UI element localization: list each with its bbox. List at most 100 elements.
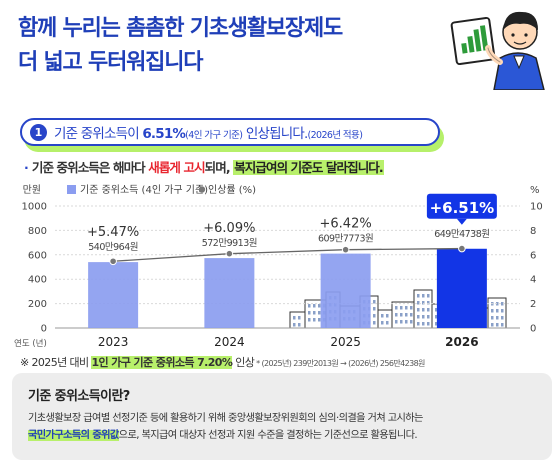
bar-2025 (320, 253, 371, 328)
building-window (381, 314, 384, 318)
building-window (313, 311, 316, 315)
bar-2026 (436, 248, 487, 328)
building-window (405, 306, 408, 310)
building-window (496, 309, 499, 313)
x-tick-label: 2023 (98, 335, 129, 349)
rate-line-path (113, 247, 462, 262)
x-tick-label: 2026 (445, 335, 478, 349)
single-household-note: ※ 2025년 대비 1인 가구 기준 중위소득 7.20% 인상 * (202… (20, 356, 425, 369)
building-window (417, 294, 420, 298)
building-window (501, 316, 504, 320)
building-window (427, 322, 430, 326)
building-window (318, 311, 321, 315)
y-right-tick-label: 8 (530, 226, 536, 237)
item-number-badge: 1 (30, 123, 47, 141)
rate-label-pointer (456, 218, 467, 225)
y-right-tick-label: 10 (530, 202, 543, 213)
legend-label-rate: 인상률 (%) (208, 184, 256, 196)
building-window (496, 323, 499, 327)
building-window (417, 315, 420, 319)
presenter-illustration (450, 11, 545, 90)
x-tick-label: 2024 (214, 335, 245, 349)
y-left-tick-label: 600 (28, 250, 47, 261)
building-window (373, 307, 376, 311)
building-window (373, 300, 376, 304)
building-window (298, 316, 301, 320)
rate-label: +6.51% (430, 199, 495, 217)
building-window (427, 301, 430, 305)
x-tick-label: 2025 (330, 335, 361, 349)
building-window (501, 309, 504, 313)
building-window (410, 306, 413, 310)
building-window (491, 309, 494, 313)
x-axis-unit: 연도 (년) (14, 338, 47, 349)
y-left-tick-label: 200 (28, 299, 47, 310)
y-left-tick-label: 1000 (22, 202, 47, 213)
headline-pill: 1 기준 중위소득이 6.51%(4인 가구 기준) 인상됩니다.(2026년 … (20, 118, 440, 146)
building-window (427, 315, 430, 319)
rate-label: +5.47% (87, 225, 139, 240)
building-window (308, 304, 311, 308)
definition-text: 기초생활보장 급여별 선정기준 등에 활용하기 위해 중앙생활보장위원회의 심의… (28, 413, 423, 441)
building-window (386, 314, 389, 318)
rate-label: +6.42% (320, 217, 372, 232)
rate-label: +6.09% (203, 221, 255, 236)
chart-axes: 0 200 400 600 800 1000 0 2 4 6 8 10 만원 % 기준 중위소득 (4인 가… (14, 183, 543, 349)
legend-label-income: 기준 중위소득 (4인 가구 기준) (80, 183, 208, 196)
building-window (435, 315, 438, 319)
y-left-tick-label: 400 (28, 275, 47, 286)
building-window (400, 320, 403, 324)
y-left-tick-label: 800 (28, 226, 47, 237)
building-window (496, 302, 499, 306)
y-right-tick-label: 4 (530, 275, 536, 286)
chart-bars (88, 248, 487, 328)
building-window (427, 294, 430, 298)
value-label: 609만7773원 (318, 234, 373, 245)
building-window (318, 304, 321, 308)
rate-point-2024 (225, 249, 234, 258)
building-window (422, 294, 425, 298)
legend-swatch-income (67, 185, 76, 194)
building-window (293, 323, 296, 327)
building-window (422, 301, 425, 305)
y-left-tick-label: 0 (41, 324, 47, 335)
building-window (417, 301, 420, 305)
building-window (410, 320, 413, 324)
building-window (293, 316, 296, 320)
bar-2024 (204, 258, 255, 328)
building-window (405, 313, 408, 317)
building-window (422, 308, 425, 312)
building-window (313, 318, 316, 322)
building-window (308, 311, 311, 315)
building-window (395, 313, 398, 317)
rate-point-2025 (341, 245, 350, 254)
building-window (410, 313, 413, 317)
bar-2023 (88, 262, 139, 328)
chart-labels: +5.47% 540만964원 +6.09% 572만9913원 +6.42% 609만7… (87, 193, 497, 253)
building-window (381, 321, 384, 325)
building-window (405, 320, 408, 324)
page-title-line2: 더 넓고 두터워집니다 (18, 50, 203, 75)
definition-heading: 기준 중위소득이란? (28, 389, 130, 404)
building-window (427, 308, 430, 312)
building-window (298, 323, 301, 327)
rate-label-bg (426, 193, 497, 219)
building-window (422, 315, 425, 319)
building-window (395, 306, 398, 310)
page-title-line1: 함께 누리는 촘촘한 기초생활보장제도 (18, 16, 343, 41)
building-window (491, 316, 494, 320)
building-window (501, 323, 504, 327)
value-label: 649만4738원 (434, 229, 489, 240)
value-label: 572만9913원 (202, 238, 257, 249)
chart-legend: 기준 중위소득 (4인 가구 기준) 인상률 (%) (67, 183, 256, 196)
y-left-unit: 만원 (23, 184, 41, 196)
y-right-unit: % (530, 185, 540, 196)
y-right-tick-label: 0 (530, 324, 536, 335)
section-subtitle: · 기준 중위소득은 해마다 새롭게 고시되며, 복지급여의 기준도 달라집니다. (24, 160, 384, 175)
building-window (386, 321, 389, 325)
value-label: 540만964원 (88, 242, 138, 253)
building-window (308, 318, 311, 322)
building-window (417, 308, 420, 312)
headline-text: 기준 중위소득이 6.51%(4인 가구 기준) 인상됩니다.(2026년 적용… (54, 126, 363, 142)
